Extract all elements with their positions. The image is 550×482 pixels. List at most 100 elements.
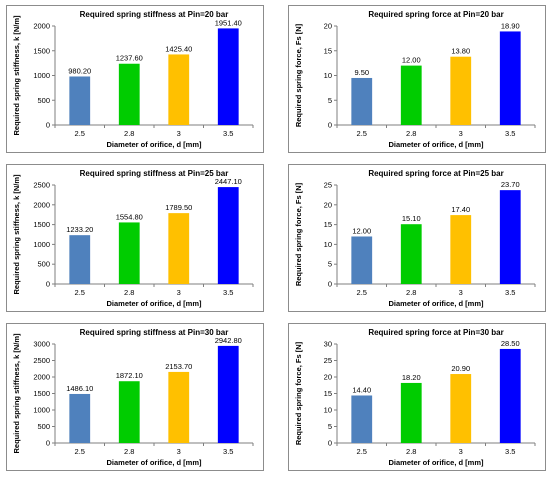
chart-title: Required spring stiffness at Pin=30 bar — [80, 328, 229, 337]
data-label: 28.50 — [501, 339, 520, 348]
bar — [499, 31, 521, 125]
chart-panel-stiffness-25: Required spring stiffness at Pin=25 bar 0… — [6, 164, 264, 312]
y-tick-label: 1000 — [33, 240, 50, 249]
x-tick-label: 2.8 — [406, 288, 416, 297]
x-tick-label: 2.5 — [357, 447, 367, 456]
y-tick-label: 25 — [324, 356, 332, 365]
x-tick-label: 3.5 — [505, 447, 515, 456]
data-label: 20.90 — [451, 364, 470, 373]
bar — [168, 371, 190, 443]
y-tick-label: 10 — [324, 71, 332, 80]
data-label: 1237.60 — [116, 54, 143, 63]
x-tick-label: 3 — [459, 447, 463, 456]
x-tick-label: 3.5 — [505, 129, 515, 138]
x-tick-label: 3 — [459, 129, 463, 138]
x-tick-label: 3 — [459, 288, 463, 297]
y-tick-label: 20 — [324, 373, 332, 382]
y-tick-label: 15 — [324, 389, 332, 398]
chart-svg: Required spring stiffness at Pin=30 bar 0… — [12, 328, 254, 467]
chart-panel-stiffness-20: Required spring stiffness at Pin=20 bar 0… — [6, 5, 264, 153]
data-label: 13.80 — [451, 47, 470, 56]
x-axis-label: Diameter of orifice, d [mm] — [388, 458, 484, 467]
x-tick-label: 2.8 — [406, 447, 416, 456]
bar — [118, 63, 140, 125]
data-label: 2942.80 — [215, 336, 242, 345]
x-tick-label: 2.8 — [406, 129, 416, 138]
y-tick-label: 2500 — [33, 356, 50, 365]
y-tick-label: 2500 — [33, 181, 50, 190]
bar — [217, 187, 239, 284]
chart-svg: Required spring force at Pin=30 bar 0 5 10 1… — [294, 328, 536, 467]
bar — [351, 236, 373, 284]
y-tick-label: 20 — [324, 200, 332, 209]
bar — [351, 77, 373, 125]
bar — [168, 54, 190, 125]
data-label: 1486.10 — [66, 384, 93, 393]
x-tick-label: 2.8 — [124, 129, 134, 138]
x-tick-label: 2.5 — [75, 447, 85, 456]
y-tick-label: 15 — [324, 220, 332, 229]
data-label: 18.90 — [501, 21, 520, 30]
bar — [499, 190, 521, 284]
y-axis-label: Required spring force, Fs [N] — [294, 341, 303, 445]
data-label: 12.00 — [402, 56, 421, 65]
data-label: 1789.50 — [165, 203, 192, 212]
y-tick-label: 2000 — [33, 22, 50, 31]
x-tick-label: 3 — [177, 447, 181, 456]
data-label: 14.40 — [352, 385, 371, 394]
chart-title: Required spring force at Pin=20 bar — [368, 10, 503, 19]
y-tick-label: 30 — [324, 340, 332, 349]
y-tick-label: 0 — [328, 121, 332, 130]
data-label: 15.10 — [402, 214, 421, 223]
chart-svg: Required spring stiffness at Pin=25 bar 0… — [12, 169, 254, 308]
y-tick-label: 25 — [324, 181, 332, 190]
y-tick-label: 10 — [324, 406, 332, 415]
x-tick-label: 2.5 — [75, 288, 85, 297]
y-tick-label: 1000 — [33, 406, 50, 415]
x-axis-label: Diameter of orifice, d [mm] — [388, 299, 484, 308]
y-tick-label: 15 — [324, 46, 332, 55]
y-tick-label: 500 — [37, 96, 50, 105]
x-axis-label: Diameter of orifice, d [mm] — [106, 299, 202, 308]
y-tick-label: 1500 — [33, 220, 50, 229]
bar — [450, 215, 472, 284]
y-axis-label: Required spring force, Fs [N] — [294, 23, 303, 127]
chart-panel-force-30: Required spring force at Pin=30 bar 0 5 10 1… — [288, 323, 546, 471]
data-label: 9.50 — [354, 68, 369, 77]
y-axis-label: Required spring force, Fs [N] — [294, 182, 303, 286]
y-axis-label: Required spring stiffness, k [N/m] — [12, 174, 21, 295]
x-axis-label: Diameter of orifice, d [mm] — [106, 458, 202, 467]
chart-panel-stiffness-30: Required spring stiffness at Pin=30 bar 0… — [6, 323, 264, 471]
chart-title: Required spring stiffness at Pin=20 bar — [80, 10, 229, 19]
x-axis-label: Diameter of orifice, d [mm] — [106, 140, 202, 149]
y-tick-label: 5 — [328, 96, 332, 105]
bar — [499, 348, 521, 443]
y-tick-label: 2000 — [33, 373, 50, 382]
y-tick-label: 0 — [46, 280, 50, 289]
data-label: 2153.70 — [165, 362, 192, 371]
data-label: 1425.40 — [165, 44, 192, 53]
data-label: 1951.40 — [215, 18, 242, 27]
bar — [217, 345, 239, 443]
bar — [450, 374, 472, 443]
bar — [69, 235, 91, 284]
x-tick-label: 2.5 — [357, 288, 367, 297]
y-axis-label: Required spring stiffness, k [N/m] — [12, 15, 21, 136]
y-tick-label: 1500 — [33, 389, 50, 398]
y-tick-label: 0 — [46, 121, 50, 130]
bar — [400, 65, 422, 125]
x-tick-label: 3.5 — [223, 129, 233, 138]
y-tick-label: 5 — [328, 422, 332, 431]
bar — [217, 28, 239, 125]
data-label: 1554.80 — [116, 212, 143, 221]
bar — [118, 222, 140, 284]
bar — [168, 213, 190, 284]
x-tick-label: 2.5 — [75, 129, 85, 138]
y-tick-label: 500 — [37, 260, 50, 269]
x-tick-label: 3.5 — [223, 447, 233, 456]
data-label: 17.40 — [451, 205, 470, 214]
bar — [450, 56, 472, 125]
x-tick-label: 3.5 — [505, 288, 515, 297]
x-tick-label: 2.8 — [124, 288, 134, 297]
chart-panel-force-25: Required spring force at Pin=25 bar 0 5 10 1… — [288, 164, 546, 312]
